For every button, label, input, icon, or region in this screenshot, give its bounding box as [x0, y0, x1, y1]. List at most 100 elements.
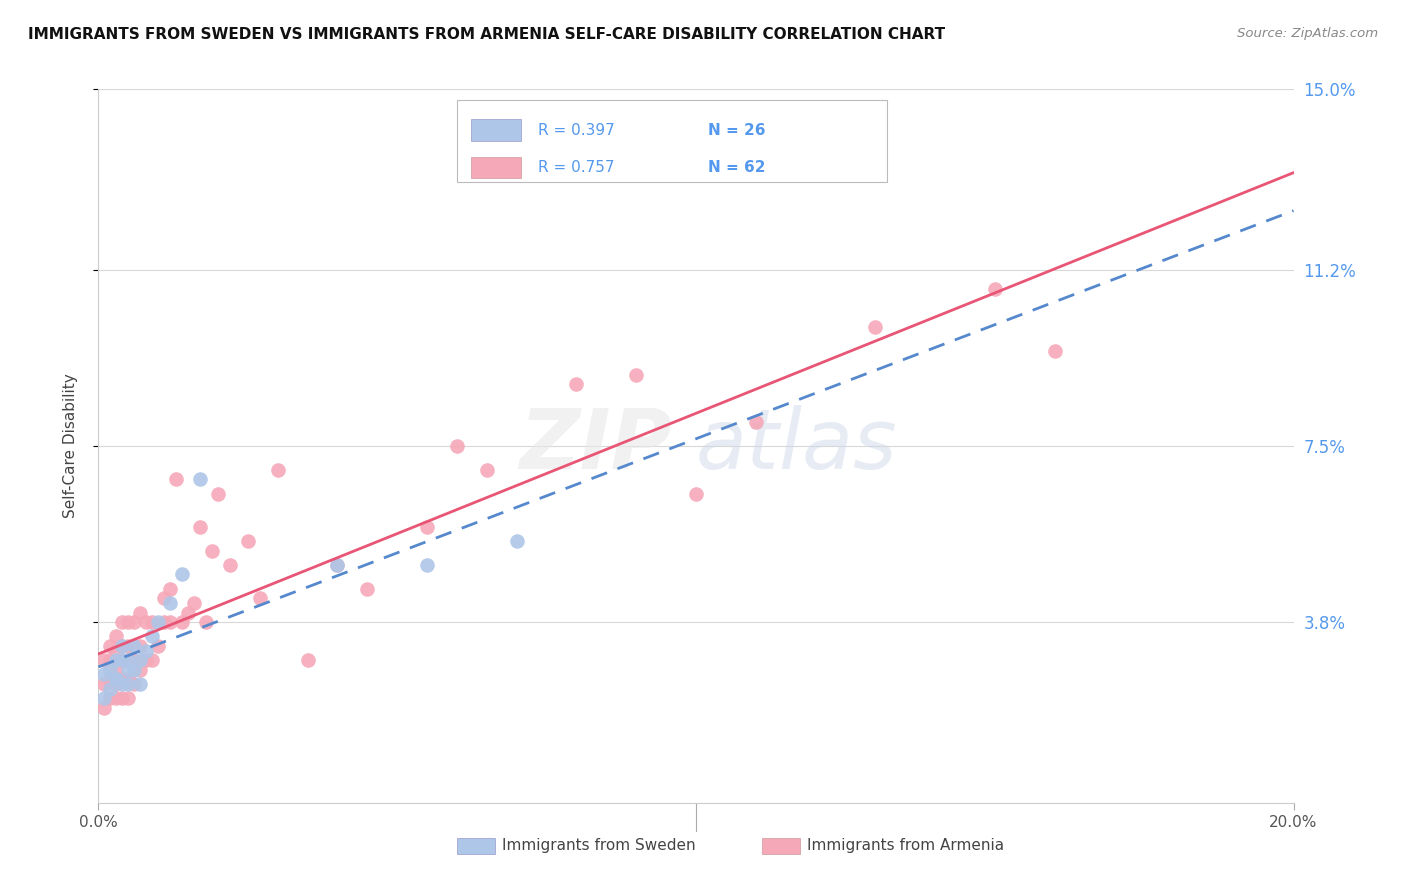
Point: [93, 677, 115, 691]
Point: [117, 677, 139, 691]
Point: [416, 558, 439, 572]
Point: [141, 653, 163, 667]
Point: [236, 534, 259, 549]
Point: [201, 543, 224, 558]
Point: [111, 639, 134, 653]
Point: [446, 439, 468, 453]
Point: [111, 672, 134, 686]
Point: [159, 582, 181, 596]
Point: [105, 663, 128, 677]
Point: [172, 567, 194, 582]
Point: [124, 615, 146, 629]
Point: [219, 558, 242, 572]
Point: [141, 629, 163, 643]
Text: Immigrants from Sweden: Immigrants from Sweden: [502, 838, 696, 853]
Point: [117, 653, 139, 667]
Point: [685, 486, 707, 500]
Point: [117, 672, 139, 686]
Y-axis label: Self-Care Disability: Self-Care Disability: [63, 374, 77, 518]
Point: [326, 558, 349, 572]
Point: [188, 472, 211, 486]
Point: [98, 691, 122, 706]
Point: [105, 672, 128, 686]
Point: [183, 596, 205, 610]
Text: Immigrants from Armenia: Immigrants from Armenia: [807, 838, 1004, 853]
FancyBboxPatch shape: [471, 157, 522, 178]
Point: [565, 377, 588, 392]
Point: [98, 681, 122, 696]
Text: N = 62: N = 62: [709, 160, 765, 175]
Point: [159, 596, 181, 610]
Text: Source: ZipAtlas.com: Source: ZipAtlas.com: [1237, 27, 1378, 40]
Point: [124, 663, 146, 677]
Text: ZIP: ZIP: [519, 406, 672, 486]
Point: [195, 615, 218, 629]
Point: [135, 615, 157, 629]
Point: [105, 691, 128, 706]
Point: [153, 591, 176, 606]
Point: [124, 677, 146, 691]
Point: [105, 677, 128, 691]
Point: [93, 700, 115, 714]
FancyBboxPatch shape: [471, 120, 522, 141]
Point: [356, 582, 378, 596]
Point: [129, 677, 152, 691]
Point: [111, 639, 134, 653]
Point: [1043, 343, 1066, 358]
Point: [117, 615, 139, 629]
Point: [129, 639, 152, 653]
Point: [141, 615, 163, 629]
Point: [267, 463, 290, 477]
Point: [111, 615, 134, 629]
Point: [626, 368, 648, 382]
Point: [416, 520, 439, 534]
FancyBboxPatch shape: [762, 838, 800, 855]
Point: [98, 672, 122, 686]
FancyBboxPatch shape: [457, 100, 887, 182]
Point: [93, 691, 115, 706]
Point: [124, 653, 146, 667]
Point: [153, 615, 176, 629]
Text: atlas: atlas: [696, 406, 897, 486]
Point: [111, 691, 134, 706]
Point: [135, 653, 157, 667]
Point: [172, 615, 194, 629]
Point: [326, 558, 349, 572]
Point: [129, 663, 152, 677]
Point: [105, 653, 128, 667]
Point: [159, 615, 181, 629]
Point: [148, 615, 170, 629]
Point: [865, 320, 887, 334]
Point: [124, 639, 146, 653]
Point: [105, 643, 128, 657]
Point: [105, 672, 128, 686]
Point: [98, 653, 122, 667]
Point: [745, 415, 768, 429]
Point: [297, 653, 319, 667]
Point: [249, 591, 271, 606]
Point: [129, 653, 152, 667]
Point: [117, 639, 139, 653]
Point: [98, 639, 122, 653]
Point: [188, 520, 211, 534]
Point: [117, 653, 139, 667]
Point: [984, 282, 1007, 296]
Text: R = 0.397: R = 0.397: [538, 122, 614, 137]
Point: [117, 691, 139, 706]
Text: R = 0.757: R = 0.757: [538, 160, 614, 175]
Point: [207, 486, 229, 500]
Point: [93, 653, 115, 667]
Point: [117, 663, 139, 677]
Point: [177, 606, 200, 620]
Point: [105, 629, 128, 643]
Point: [148, 639, 170, 653]
Text: IMMIGRANTS FROM SWEDEN VS IMMIGRANTS FROM ARMENIA SELF-CARE DISABILITY CORRELATI: IMMIGRANTS FROM SWEDEN VS IMMIGRANTS FRO…: [28, 27, 945, 42]
Point: [475, 463, 498, 477]
Text: N = 26: N = 26: [709, 122, 765, 137]
Point: [165, 472, 187, 486]
Point: [98, 663, 122, 677]
Point: [111, 653, 134, 667]
Point: [111, 677, 134, 691]
Point: [506, 534, 529, 549]
FancyBboxPatch shape: [457, 838, 495, 855]
